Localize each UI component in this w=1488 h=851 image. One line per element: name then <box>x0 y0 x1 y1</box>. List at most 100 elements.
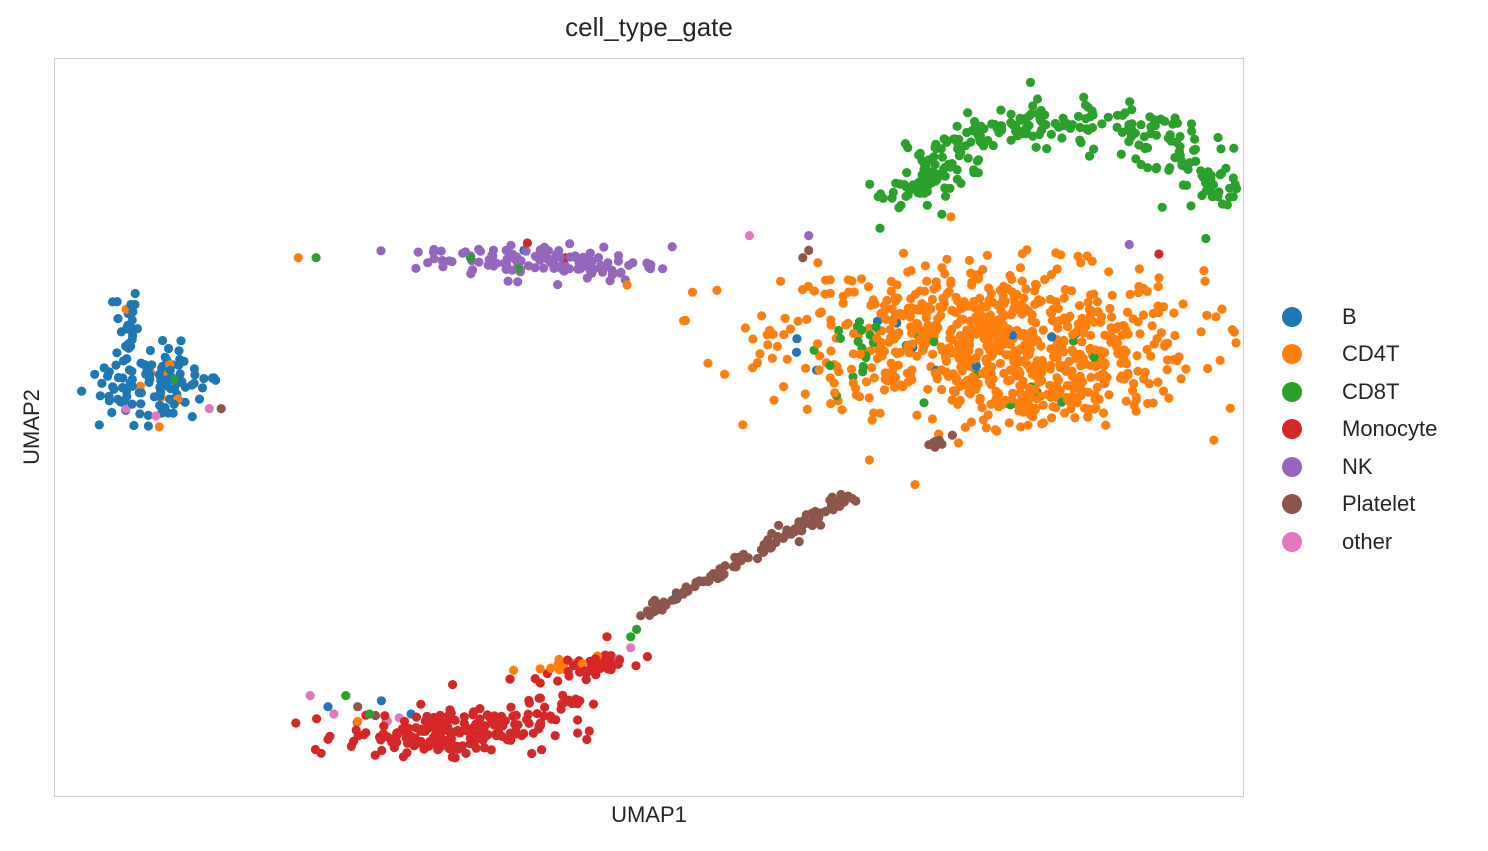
legend-marker <box>1282 344 1302 365</box>
scatter-point-cd8t <box>1131 154 1141 164</box>
scatter-point-monocyte <box>505 674 515 684</box>
scatter-point-monocyte <box>519 729 529 739</box>
legend-item-b: B <box>1282 298 1437 336</box>
scatter-point-cd4t <box>738 420 748 430</box>
scatter-point-cd4t <box>1202 310 1212 320</box>
scatter-point-cd4t <box>1067 286 1077 296</box>
scatter-point-platelet <box>661 600 671 610</box>
scatter-point-platelet <box>795 522 805 532</box>
scatter-point-cd4t <box>809 286 819 296</box>
scatter-point-cd4t <box>680 315 691 326</box>
scatter-point-cd8t <box>954 151 964 161</box>
scatter-point-monocyte <box>615 655 625 665</box>
scatter-point-b <box>165 365 175 375</box>
scatter-point-cd4t <box>928 349 938 359</box>
scatter-point-cd4t <box>910 480 920 490</box>
scatter-point-cd4t <box>1027 310 1037 320</box>
scatter-point-nk <box>804 231 814 241</box>
scatter-point-nk <box>555 252 565 262</box>
scatter-point-cd4t <box>999 298 1009 309</box>
scatter-point-b <box>112 348 122 358</box>
scatter-point-monocyte <box>535 678 545 688</box>
scatter-point-cd4t <box>953 438 964 448</box>
scatter-point-cd8t <box>940 171 950 181</box>
scatter-point-monocyte <box>524 698 534 708</box>
scatter-point-platelet <box>837 496 848 506</box>
scatter-point-cd4t <box>927 294 938 305</box>
scatter-point-nk <box>423 258 433 268</box>
scatter-point-cd4t <box>1052 264 1062 274</box>
scatter-point-cd4t <box>1080 403 1090 413</box>
scatter-point-cd8t <box>825 360 835 371</box>
scatter-point-cd4t <box>889 331 899 341</box>
scatter-point-cd4t <box>554 665 565 675</box>
scatter-point-cd8t <box>942 137 952 147</box>
scatter-point-monocyte <box>573 728 583 738</box>
scatter-point-cd4t <box>864 393 874 403</box>
scatter-point-cd4t <box>1016 331 1026 341</box>
scatter-point-cd4t <box>908 339 918 349</box>
scatter-point-b <box>158 335 168 346</box>
scatter-point-cd4t <box>1181 364 1191 374</box>
scatter-point-b <box>109 384 119 394</box>
scatter-point-nk <box>376 246 386 256</box>
scatter-point-monocyte <box>325 731 335 741</box>
scatter-point-cd4t <box>1015 388 1025 398</box>
scatter-point-monocyte <box>569 661 579 671</box>
scatter-point-cd4t <box>1076 361 1086 371</box>
scatter-point-cd8t <box>1076 138 1086 148</box>
scatter-point-cd4t <box>1067 371 1077 381</box>
scatter-point-cd8t <box>858 361 868 372</box>
scatter-point-cd8t <box>915 148 925 158</box>
scatter-point-cd4t <box>1129 378 1139 389</box>
scatter-point-cd4t <box>815 351 825 361</box>
scatter-point-cd4t <box>1025 410 1036 420</box>
scatter-point-cd4t <box>982 250 993 260</box>
scatter-point-nk <box>539 242 549 252</box>
scatter-point-cd4t <box>856 274 867 284</box>
scatter-point-cd8t <box>1190 134 1200 144</box>
scatter-point-cd4t <box>1107 290 1117 300</box>
legend-label: CD4T <box>1342 341 1400 367</box>
scatter-point-cd4t <box>1092 382 1102 392</box>
scatter-point-cd4t <box>969 354 979 364</box>
scatter-point-cd4t <box>931 320 941 330</box>
scatter-point-platelet <box>730 552 740 562</box>
scatter-point-cd4t <box>855 349 866 359</box>
scatter-point-cd4t <box>1086 372 1096 382</box>
scatter-point-cd4t <box>712 285 722 295</box>
scatter-point-b <box>116 327 126 337</box>
scatter-point-monocyte <box>471 743 481 753</box>
scatter-point-b <box>122 354 132 364</box>
scatter-point-cd4t <box>785 324 796 334</box>
scatter-point-cd4t <box>843 318 853 328</box>
scatter-point-cd4t <box>931 277 941 287</box>
scatter-point-cd4t <box>929 284 939 294</box>
scatter-point-b <box>118 383 128 393</box>
scatter-point-monocyte <box>465 733 475 743</box>
scatter-point-cd8t <box>1087 106 1097 116</box>
scatter-point-cd4t <box>921 325 931 336</box>
scatter-point-cd4t <box>990 339 1000 349</box>
scatter-point-platelet <box>675 589 685 599</box>
scatter-point-monocyte <box>392 728 402 738</box>
scatter-plot <box>77 77 1242 763</box>
scatter-point-cd4t <box>1086 361 1096 371</box>
scatter-point-platelet <box>794 537 804 547</box>
scatter-point-cd8t <box>1221 163 1231 173</box>
scatter-point-cd4t <box>1019 341 1029 351</box>
scatter-point-cd4t <box>1117 330 1127 340</box>
scatter-point-b <box>168 408 178 418</box>
scatter-point-monocyte <box>478 733 488 743</box>
scatter-point-cd4t <box>994 402 1004 412</box>
scatter-point-cd8t <box>996 105 1006 115</box>
scatter-point-cd8t <box>834 325 844 336</box>
scatter-point-nk <box>579 261 589 271</box>
scatter-point-cd8t <box>865 179 875 189</box>
scatter-point-cd4t <box>1020 303 1030 313</box>
scatter-point-monocyte <box>550 731 560 741</box>
scatter-point-cd8t <box>930 142 940 153</box>
scatter-point-cd4t <box>1010 297 1020 307</box>
scatter-point-cd4t <box>1100 358 1110 369</box>
scatter-point-cd4t <box>1078 353 1088 364</box>
